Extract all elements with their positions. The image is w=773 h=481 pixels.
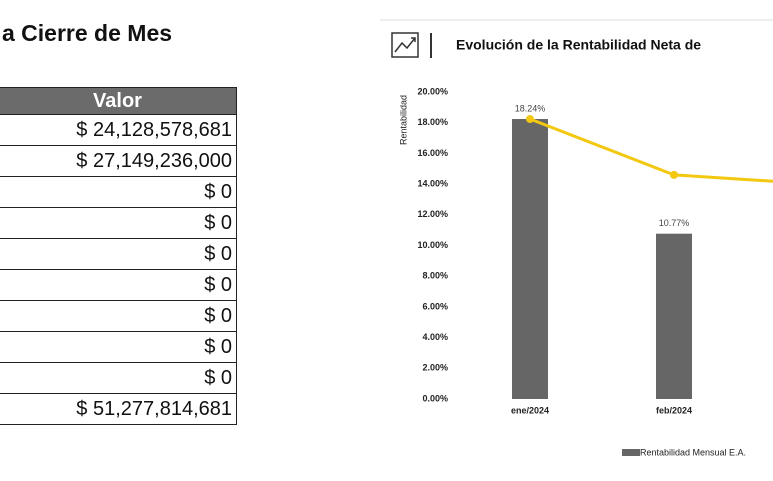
y-tick-label: 4.00% bbox=[422, 332, 448, 342]
table-row: $ 0 bbox=[0, 176, 237, 208]
y-axis-label: Rentabilidad bbox=[398, 95, 408, 145]
legend-label: Rentabilidad Mensual E.A. bbox=[640, 447, 746, 457]
table-row: $ 51,277,814,681 bbox=[0, 393, 237, 425]
y-tick-label: 2.00% bbox=[422, 363, 448, 373]
data-label: 10.77% bbox=[659, 218, 690, 228]
y-tick-label: 20.00% bbox=[417, 86, 448, 96]
table-cell: $ 0 bbox=[0, 238, 237, 270]
legend-swatch bbox=[622, 449, 640, 456]
line-point bbox=[670, 170, 678, 179]
table-cell: $ 0 bbox=[0, 362, 237, 394]
y-tick-label: 0.00% bbox=[422, 393, 448, 403]
line bbox=[529, 117, 773, 183]
bar bbox=[512, 119, 548, 400]
y-tick-label: 12.00% bbox=[417, 209, 448, 219]
y-tick-label: 6.00% bbox=[422, 301, 448, 311]
table-cell: $ 51,277,814,681 bbox=[0, 393, 237, 425]
line-point bbox=[526, 115, 534, 124]
y-tick-label: 18.00% bbox=[417, 117, 448, 127]
chart-title: Evolución de la Rentabilidad Neta de bbox=[456, 37, 701, 53]
bar bbox=[656, 233, 692, 399]
y-tick-label: 10.00% bbox=[417, 240, 448, 250]
table-cell: $ 0 bbox=[0, 300, 237, 332]
y-tick-label: 16.00% bbox=[417, 148, 448, 158]
table-header: Valor bbox=[0, 87, 237, 115]
table-row: $ 0 bbox=[0, 300, 237, 332]
table-row: $ 0 bbox=[0, 362, 237, 394]
y-tick-label: 14.00% bbox=[417, 178, 448, 188]
table-cell: $ 0 bbox=[0, 176, 237, 208]
x-tick-label: ene/2024 bbox=[511, 405, 549, 415]
data-label: 18.24% bbox=[515, 103, 546, 113]
x-tick-label: feb/2024 bbox=[656, 405, 692, 415]
chart-icon bbox=[391, 32, 419, 58]
section-title: a Cierre de Mes bbox=[2, 20, 173, 46]
value-table: Valor $ 24,128,578,681 $ 27,149,236,000 $ 0… bbox=[0, 87, 237, 425]
table-row: Valor bbox=[0, 87, 237, 115]
y-tick-label: 8.00% bbox=[422, 271, 448, 281]
table-row: $ 0 bbox=[0, 238, 237, 270]
